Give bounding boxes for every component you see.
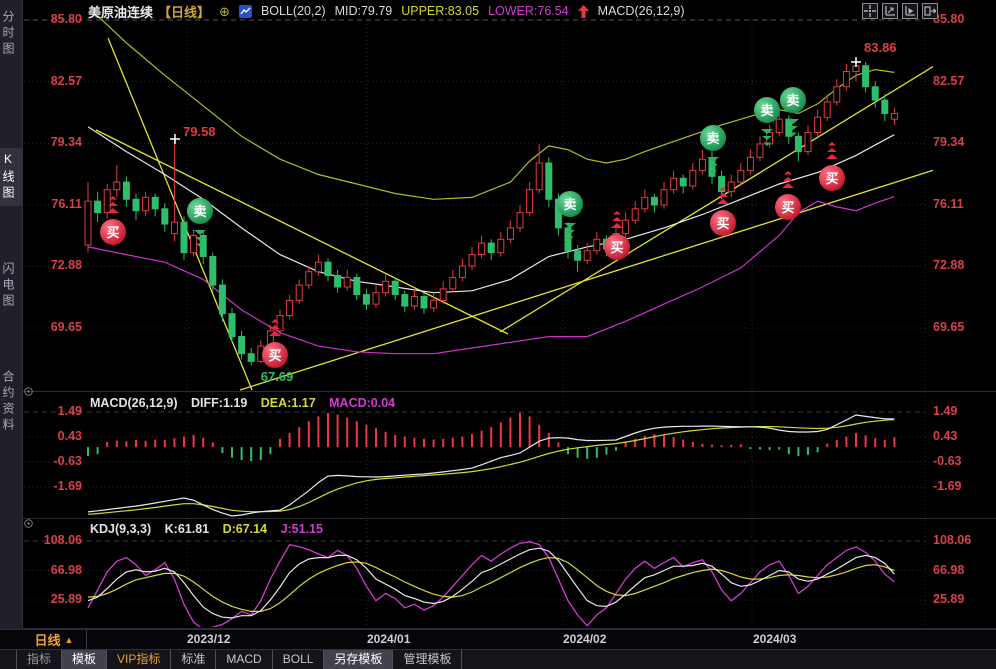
tab-templates[interactable]: 模板 bbox=[62, 650, 108, 669]
kdj-d-value: D:67.14 bbox=[222, 522, 268, 536]
macd-title: MACD(26,12,9) bbox=[90, 396, 178, 410]
x-axis-row: 日线 ▲ 2023/12 2024/01 2024/02 2024/03 bbox=[0, 629, 996, 650]
exit-fullscreen-icon[interactable] bbox=[922, 3, 938, 19]
chart-type-icon[interactable] bbox=[238, 4, 252, 18]
axis-scale-icon[interactable] bbox=[882, 3, 898, 19]
chart-header: 美原油连续 【日线】 ⊕ BOLL(20,2) MID:79.79 UPPER:… bbox=[22, 0, 996, 22]
panel-toggle-icon[interactable] bbox=[24, 519, 33, 528]
svg-text:79.58: 79.58 bbox=[183, 124, 216, 139]
x-axis-date: 2024/01 bbox=[367, 632, 411, 646]
axis-play-icon[interactable] bbox=[902, 3, 918, 19]
svg-text:买: 买 bbox=[610, 240, 623, 255]
sidebar-item-kline-chart[interactable]: K线图 bbox=[0, 148, 22, 206]
svg-text:83.86: 83.86 bbox=[864, 40, 897, 55]
macd-macd-value: MACD:0.04 bbox=[329, 396, 396, 410]
boll-mid-value: MID:79.79 bbox=[334, 4, 393, 18]
svg-text:买: 买 bbox=[716, 216, 729, 231]
buy-signal-marker: 买 bbox=[775, 171, 801, 220]
kdj-k-value: K:61.81 bbox=[164, 522, 210, 536]
buy-signal-marker: 买 bbox=[819, 142, 845, 191]
svg-text:卖: 卖 bbox=[706, 131, 719, 146]
symbol-title: 美原油连续 bbox=[88, 4, 154, 20]
kdj-j-value: J:51.15 bbox=[280, 522, 323, 536]
x-axis-date: 2023/12 bbox=[187, 632, 231, 646]
sell-signal-marker: 卖 bbox=[187, 198, 213, 247]
buy-signal-marker: 买 bbox=[604, 211, 630, 260]
svg-text:卖: 卖 bbox=[193, 204, 206, 219]
up-arrow-icon bbox=[577, 4, 589, 18]
sidebar-item-time-chart[interactable]: 分时图 bbox=[1, 10, 15, 58]
period-label: 日线 bbox=[34, 633, 61, 648]
add-indicator-icon[interactable]: ⊕ bbox=[219, 3, 230, 19]
tab-macd[interactable]: MACD bbox=[216, 650, 273, 669]
svg-text:买: 买 bbox=[106, 225, 119, 240]
macd-diff-value: DIFF:1.19 bbox=[191, 396, 248, 410]
boll-params-label: BOLL(20,2) bbox=[260, 4, 326, 18]
buy-signal-marker: 买 bbox=[100, 196, 126, 245]
x-axis-date: 2024/03 bbox=[753, 632, 797, 646]
kdj-title: KDJ(9,3,3) bbox=[90, 522, 152, 536]
buy-signal-marker: 买 bbox=[710, 187, 736, 236]
macd-panel-header: MACD(26,12,9) DIFF:1.19 DEA:1.17 MACD:0.… bbox=[90, 396, 395, 410]
sell-signal-marker: 卖 bbox=[700, 125, 726, 174]
boll-upper-value: UPPER:83.05 bbox=[401, 4, 480, 18]
kdj-panel-header: KDJ(9,3,3) K:61.81 D:67.14 J:51.15 bbox=[90, 522, 323, 536]
sell-signal-marker: 卖 bbox=[557, 191, 583, 240]
sell-signal-marker: 卖 bbox=[754, 97, 780, 146]
sidebar-item-contract-info[interactable]: 合约资料 bbox=[1, 370, 15, 434]
boll-lower-value: LOWER:76.54 bbox=[488, 4, 569, 18]
bottom-tab-bar: 指标 模板 VIP指标 标准 MACD BOLL 另存模板 管理模板 bbox=[0, 649, 996, 669]
tab-vip-indicators[interactable]: VIP指标 bbox=[107, 650, 172, 669]
tab-manage-template[interactable]: 管理模板 bbox=[393, 650, 463, 669]
svg-text:买: 买 bbox=[781, 200, 794, 215]
svg-text:67.69: 67.69 bbox=[261, 369, 294, 384]
svg-text:卖: 卖 bbox=[760, 103, 773, 118]
sell-signal-marker: 卖 bbox=[780, 87, 806, 136]
crosshair-icon[interactable] bbox=[862, 3, 878, 19]
sidebar: 分时图 K线图 闪电图 合约资料 bbox=[0, 0, 23, 629]
svg-text:卖: 卖 bbox=[563, 197, 576, 212]
macd-params-label: MACD(26,12,9) bbox=[597, 4, 685, 18]
tab-standard[interactable]: 标准 bbox=[171, 650, 217, 669]
x-axis-date: 2024/02 bbox=[563, 632, 607, 646]
svg-text:卖: 卖 bbox=[786, 93, 799, 108]
period-selector[interactable]: 日线 ▲ bbox=[22, 630, 87, 649]
panel-toggle-icon[interactable] bbox=[24, 387, 33, 396]
macd-dea-value: DEA:1.17 bbox=[260, 396, 316, 410]
sidebar-item-flash-chart[interactable]: 闪电图 bbox=[1, 262, 15, 310]
up-triangle-icon: ▲ bbox=[64, 634, 74, 645]
chart-toolbar bbox=[862, 3, 938, 19]
tab-save-template[interactable]: 另存模板 bbox=[324, 650, 394, 669]
buy-signal-marker: 买 bbox=[262, 319, 288, 368]
tab-boll[interactable]: BOLL bbox=[273, 650, 325, 669]
svg-text:买: 买 bbox=[825, 171, 838, 186]
svg-text:买: 买 bbox=[268, 348, 281, 363]
tab-indicators[interactable]: 指标 bbox=[16, 650, 63, 669]
period-tag: 【日线】 bbox=[158, 4, 211, 20]
